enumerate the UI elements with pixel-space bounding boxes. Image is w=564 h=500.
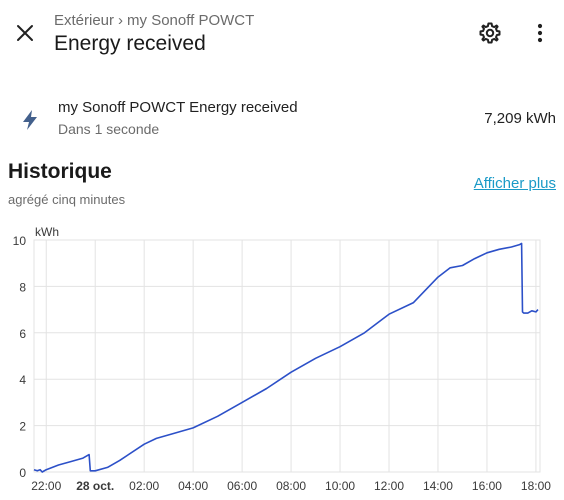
breadcrumb: Extérieur › my Sonoff POWCT	[54, 12, 254, 29]
series-line	[33, 242, 539, 473]
breadcrumb-area[interactable]: Extérieur	[54, 12, 115, 29]
x-tick-label: 14:00	[423, 479, 453, 493]
y-tick-label: 8	[19, 280, 26, 294]
x-tick-label: 10:00	[325, 479, 355, 493]
settings-button[interactable]	[472, 15, 508, 51]
gear-icon	[479, 22, 501, 44]
history-subtitle: agrégé cinq minutes	[8, 192, 126, 207]
x-tick-label: 04:00	[178, 479, 208, 493]
more-vertical-icon	[537, 23, 543, 43]
history-chart[interactable]: 0 2 4 6 8 10 22:00 28 oct. 02:00 04:00 06:00 08:00 1…	[0, 222, 564, 500]
x-tick-label: 02:00	[129, 479, 159, 493]
y-tick-label: 0	[19, 466, 26, 480]
y-tick-label: 6	[19, 327, 26, 341]
plot-frame	[33, 239, 541, 473]
history-title: Historique	[8, 160, 112, 183]
show-more-link[interactable]: Afficher plus	[473, 175, 556, 192]
breadcrumb-separator: ›	[118, 12, 124, 29]
x-tick-label: 08:00	[276, 479, 306, 493]
x-tick-label: 28 oct.	[76, 479, 114, 493]
breadcrumb-device[interactable]: my Sonoff POWCT	[127, 12, 255, 29]
entity-name: my Sonoff POWCT Energy received	[58, 99, 298, 116]
y-tick-label: 2	[19, 420, 26, 434]
x-tick-label: 22:00	[31, 479, 61, 493]
close-icon	[17, 25, 33, 41]
close-button[interactable]	[8, 16, 42, 50]
lightning-bolt-icon	[23, 110, 37, 130]
y-tick-label: 4	[19, 373, 26, 387]
more-options-button[interactable]	[522, 15, 558, 51]
y-axis-unit: kWh	[35, 225, 59, 239]
x-tick-label: 16:00	[472, 479, 502, 493]
dialog-title: Energy received	[54, 32, 206, 55]
y-tick-label: 10	[13, 234, 27, 248]
x-tick-label: 06:00	[227, 479, 257, 493]
entity-last-changed: Dans 1 seconde	[58, 121, 160, 137]
entity-state: 7,209 kWh	[484, 110, 556, 127]
x-tick-label: 12:00	[374, 479, 404, 493]
x-tick-label: 18:00	[521, 479, 551, 493]
